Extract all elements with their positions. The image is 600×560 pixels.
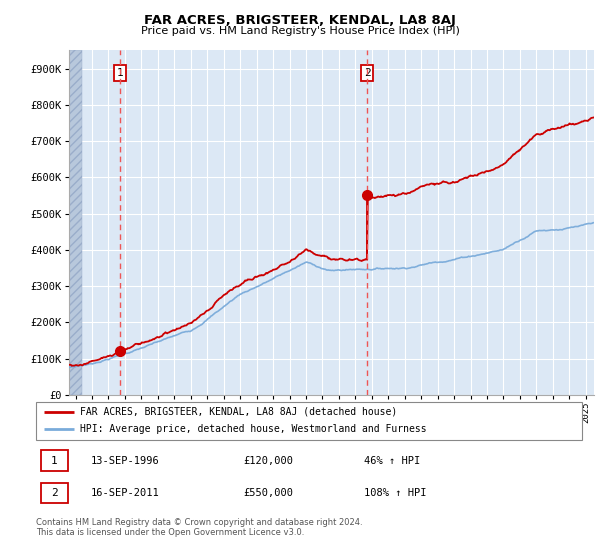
Text: FAR ACRES, BRIGSTEER, KENDAL, LA8 8AJ (detached house): FAR ACRES, BRIGSTEER, KENDAL, LA8 8AJ (d… <box>80 407 397 417</box>
Text: 46% ↑ HPI: 46% ↑ HPI <box>364 456 420 466</box>
Text: FAR ACRES, BRIGSTEER, KENDAL, LA8 8AJ: FAR ACRES, BRIGSTEER, KENDAL, LA8 8AJ <box>144 14 456 27</box>
Text: 2: 2 <box>364 68 370 78</box>
Text: Contains HM Land Registry data © Crown copyright and database right 2024.
This d: Contains HM Land Registry data © Crown c… <box>36 518 362 538</box>
Text: 1: 1 <box>51 456 58 466</box>
Bar <box>41 450 68 471</box>
Bar <box>41 483 68 503</box>
Bar <box>69 50 82 395</box>
Text: 2: 2 <box>51 488 58 498</box>
Text: 16-SEP-2011: 16-SEP-2011 <box>91 488 160 498</box>
Text: 108% ↑ HPI: 108% ↑ HPI <box>364 488 426 498</box>
Text: £120,000: £120,000 <box>244 456 293 466</box>
Text: Price paid vs. HM Land Registry's House Price Index (HPI): Price paid vs. HM Land Registry's House … <box>140 26 460 36</box>
Text: 1: 1 <box>117 68 124 78</box>
Text: 13-SEP-1996: 13-SEP-1996 <box>91 456 160 466</box>
Text: HPI: Average price, detached house, Westmorland and Furness: HPI: Average price, detached house, West… <box>80 424 427 435</box>
Text: £550,000: £550,000 <box>244 488 293 498</box>
